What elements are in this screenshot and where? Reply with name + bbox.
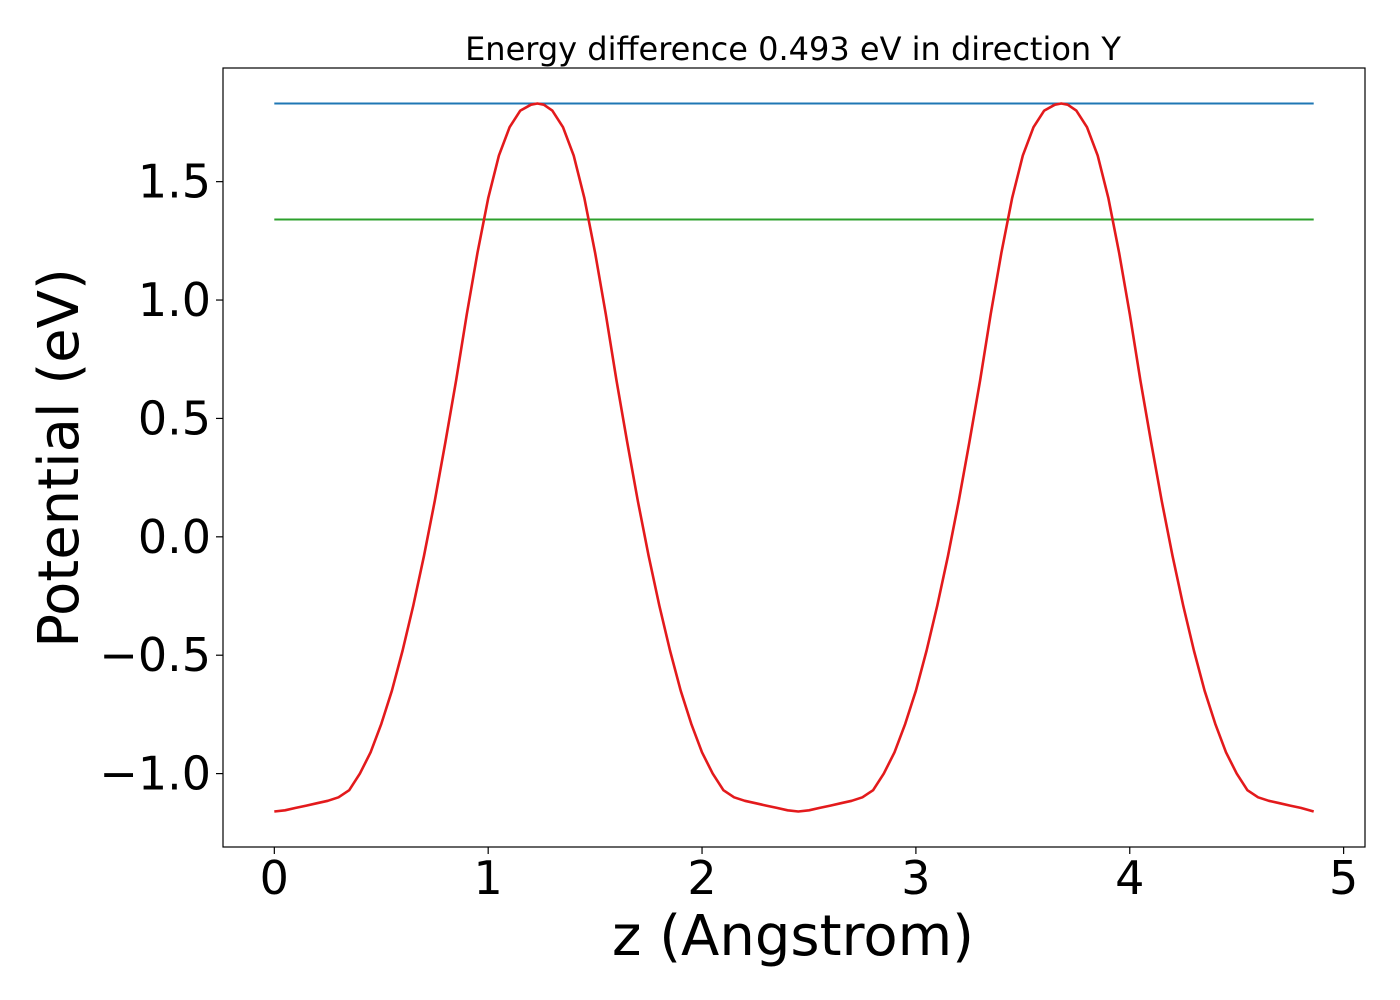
- y-tick-label: 1.0: [138, 273, 211, 327]
- y-axis-ticks: −1.0 −0.5 0.0 0.5 1.0 1.5: [99, 155, 223, 801]
- x-axis-ticks: 0 1 2 3 4 5: [260, 847, 1358, 905]
- chart-title: Energy difference 0.493 eV in direction …: [465, 30, 1121, 68]
- y-axis-label: Potential (eV): [27, 268, 92, 648]
- x-tick-label: 1: [474, 851, 503, 905]
- x-tick-label: 4: [1115, 851, 1144, 905]
- x-tick-label: 2: [687, 851, 716, 905]
- plot-area-frame: [222, 67, 1366, 848]
- series-layer: [274, 102, 1315, 813]
- y-tick-label: 0.0: [138, 510, 211, 564]
- x-tick-label: 0: [260, 851, 289, 905]
- y-tick-label: 1.5: [138, 155, 211, 209]
- x-axis-label: z (Angstrom): [612, 904, 974, 969]
- y-tick-label: −1.0: [99, 747, 211, 801]
- x-tick-label: 3: [901, 851, 930, 905]
- y-tick-label: 0.5: [138, 391, 211, 445]
- x-tick-label: 5: [1329, 851, 1358, 905]
- series-line-2: [274, 102, 1315, 813]
- y-tick-label: −0.5: [99, 628, 211, 682]
